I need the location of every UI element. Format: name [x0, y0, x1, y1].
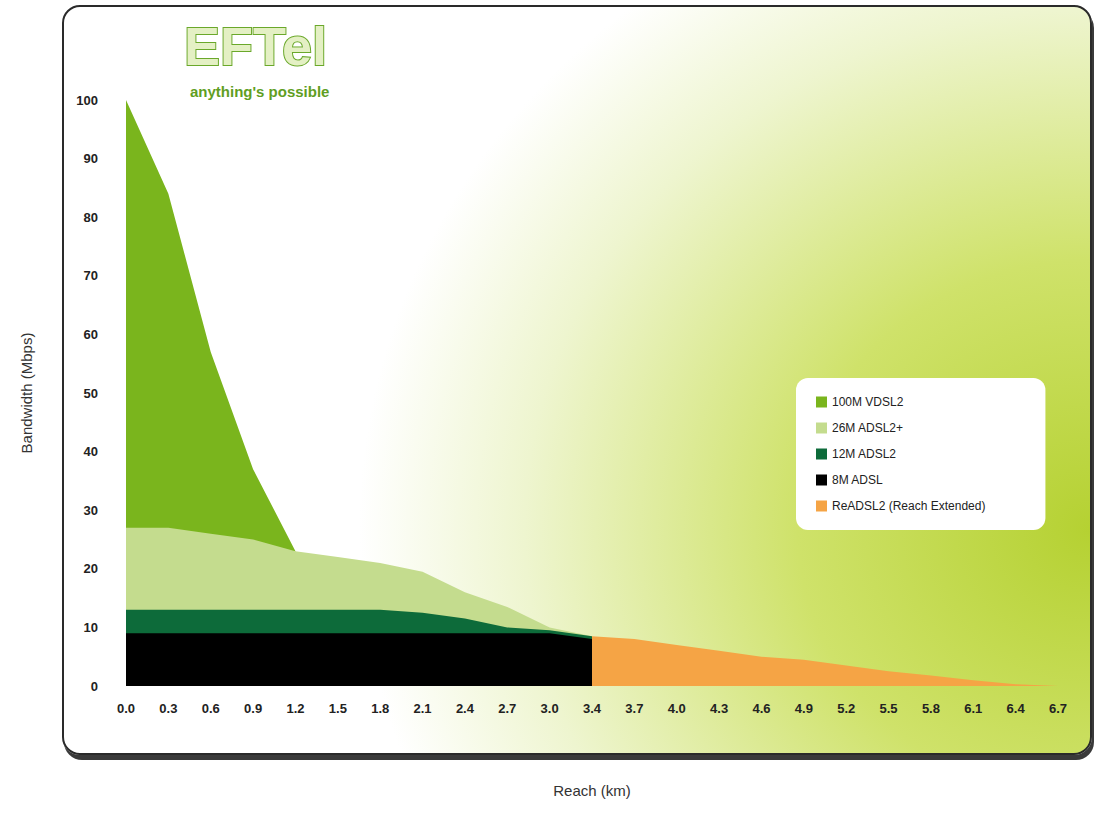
- svg-text:8M ADSL: 8M ADSL: [832, 473, 883, 487]
- svg-text:2.1: 2.1: [414, 701, 432, 716]
- svg-text:100: 100: [76, 93, 98, 108]
- svg-text:1.5: 1.5: [329, 701, 347, 716]
- svg-text:3.4: 3.4: [583, 701, 602, 716]
- svg-text:3.7: 3.7: [625, 701, 643, 716]
- svg-text:5.2: 5.2: [837, 701, 855, 716]
- svg-text:Bandwidth (Mbps): Bandwidth (Mbps): [18, 333, 35, 454]
- svg-text:0.9: 0.9: [244, 701, 262, 716]
- svg-text:EFTel: EFTel: [184, 16, 327, 76]
- svg-text:ReADSL2 (Reach Extended): ReADSL2 (Reach Extended): [832, 499, 985, 513]
- svg-text:30: 30: [84, 503, 98, 518]
- svg-text:60: 60: [84, 327, 98, 342]
- svg-text:0.3: 0.3: [159, 701, 177, 716]
- svg-text:1.2: 1.2: [286, 701, 304, 716]
- svg-text:70: 70: [84, 268, 98, 283]
- svg-text:4.6: 4.6: [752, 701, 770, 716]
- svg-text:40: 40: [84, 444, 98, 459]
- svg-text:1.8: 1.8: [371, 701, 389, 716]
- svg-text:3.0: 3.0: [541, 701, 559, 716]
- svg-text:2.7: 2.7: [498, 701, 516, 716]
- svg-text:5.8: 5.8: [922, 701, 940, 716]
- svg-text:12M ADSL2: 12M ADSL2: [832, 447, 896, 461]
- svg-text:90: 90: [84, 151, 98, 166]
- svg-text:10: 10: [84, 620, 98, 635]
- svg-text:26M ADSL2+: 26M ADSL2+: [832, 421, 903, 435]
- svg-text:100M VDSL2: 100M VDSL2: [832, 395, 904, 409]
- svg-text:6.1: 6.1: [964, 701, 982, 716]
- svg-text:5.5: 5.5: [880, 701, 898, 716]
- svg-text:50: 50: [84, 386, 98, 401]
- svg-text:Reach (km): Reach (km): [553, 782, 631, 799]
- svg-text:anything's possible: anything's possible: [190, 83, 329, 100]
- svg-text:80: 80: [84, 210, 98, 225]
- svg-text:0.6: 0.6: [202, 701, 220, 716]
- svg-text:20: 20: [84, 561, 98, 576]
- svg-text:4.9: 4.9: [795, 701, 813, 716]
- svg-text:6.4: 6.4: [1007, 701, 1026, 716]
- svg-text:4.0: 4.0: [668, 701, 686, 716]
- svg-text:6.7: 6.7: [1049, 701, 1067, 716]
- svg-text:4.3: 4.3: [710, 701, 728, 716]
- svg-text:2.4: 2.4: [456, 701, 475, 716]
- svg-text:0: 0: [91, 679, 98, 694]
- svg-text:0.0: 0.0: [117, 701, 135, 716]
